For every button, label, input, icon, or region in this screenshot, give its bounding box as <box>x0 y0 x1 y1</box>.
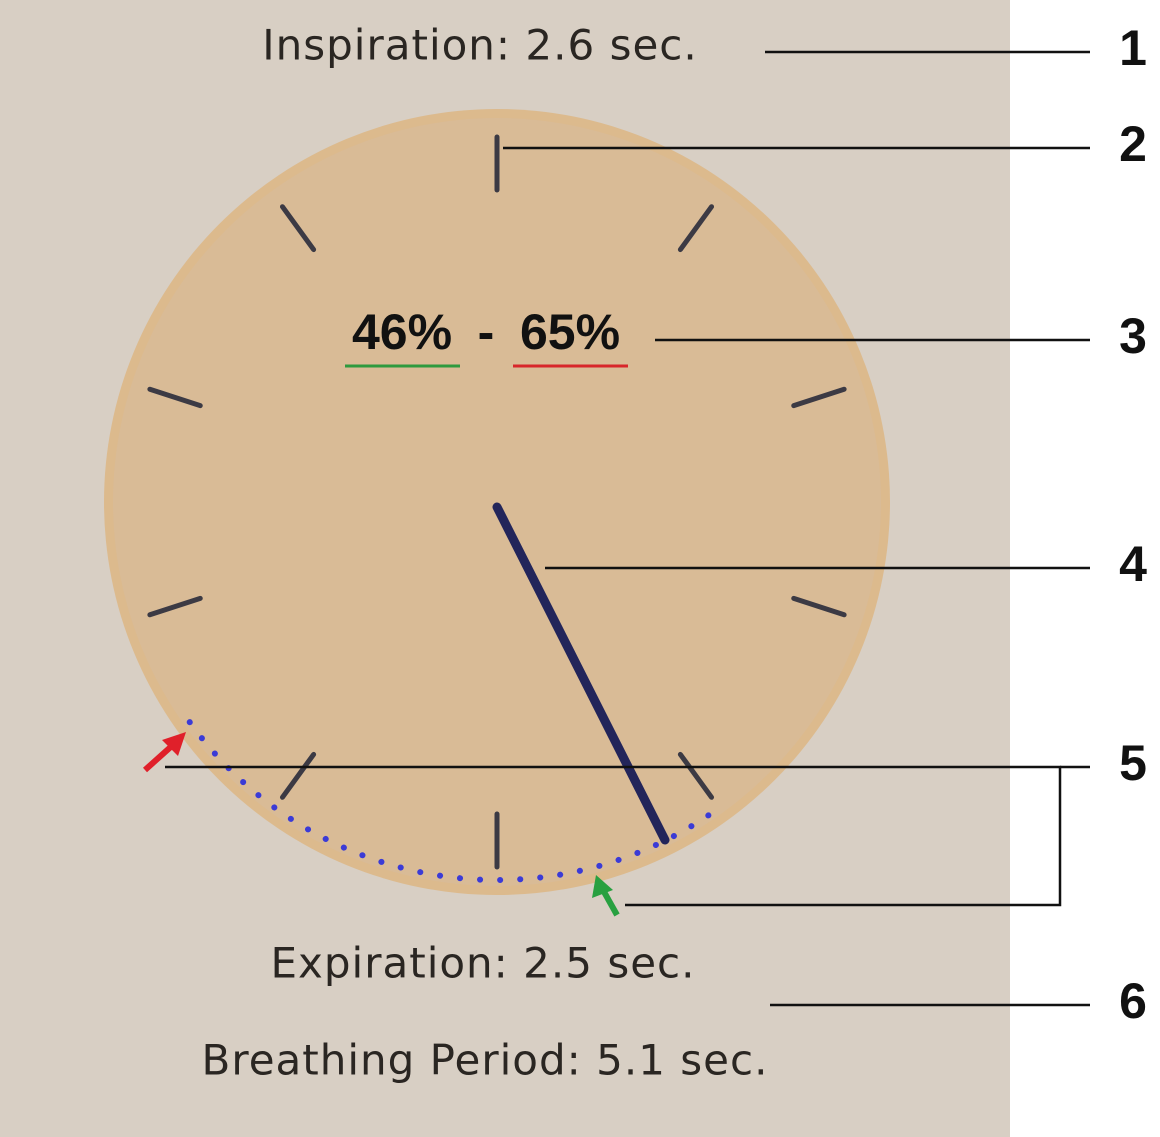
diagram: Inspiration: 2.6 sec. 46% - 65% Expirati… <box>0 0 1160 1137</box>
callout-number: 3 <box>1119 308 1147 364</box>
breathing-period-label: Breathing Period: 5.1 sec. <box>202 1036 769 1085</box>
range-high: 65% <box>520 304 620 360</box>
range-separator: - <box>478 304 495 360</box>
inspiration-label: Inspiration: 2.6 sec. <box>262 21 697 70</box>
callout-number: 4 <box>1119 536 1147 592</box>
callout-number: 6 <box>1119 973 1147 1029</box>
range-low: 46% <box>352 304 452 360</box>
callout-number: 1 <box>1119 20 1147 76</box>
expiration-label: Expiration: 2.5 sec. <box>271 939 696 988</box>
callout-number: 2 <box>1119 116 1147 172</box>
callout-number: 5 <box>1119 735 1147 791</box>
